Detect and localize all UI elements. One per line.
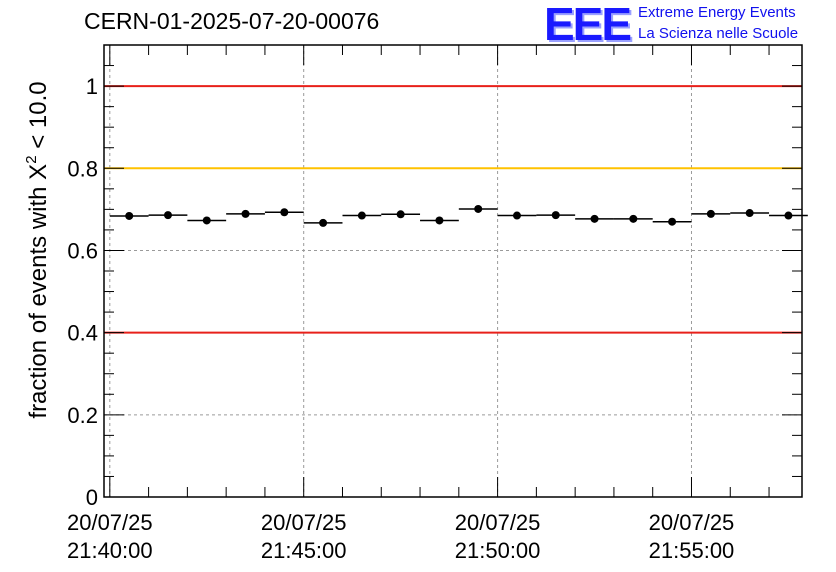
data-point [319, 218, 328, 227]
y-tick-label: 0.8 [67, 156, 98, 181]
x-tick-label-date: 20/07/25 [261, 510, 347, 535]
eee-logo-mark: EEE [544, 0, 632, 50]
data-point [163, 211, 172, 220]
data-point [202, 216, 211, 225]
data-point [512, 211, 521, 220]
y-tick-label: 0.2 [67, 403, 98, 428]
data-point [396, 210, 405, 219]
x-tick-label-date: 20/07/25 [455, 510, 541, 535]
data-point [551, 211, 560, 220]
data-point [357, 211, 366, 220]
y-tick-label: 0.6 [67, 238, 98, 263]
data-point [668, 217, 677, 226]
eee-logo: EEE Extreme Energy Events La Scienza nel… [544, 0, 834, 50]
data-point [629, 214, 638, 223]
logo-text-line1: Extreme Energy Events [638, 4, 796, 21]
plot-frame [103, 44, 803, 498]
data-point [125, 211, 134, 220]
x-tick-label-time: 21:50:00 [455, 538, 541, 563]
y-tick-label: 0 [86, 485, 98, 510]
data-point [474, 204, 483, 213]
x-tick-label-time: 21:55:00 [649, 538, 735, 563]
data-point [745, 209, 754, 218]
logo-text-line2: La Scienza nelle Scuole [638, 25, 799, 42]
y-tick-label: 1 [86, 74, 98, 99]
data-point [784, 211, 793, 220]
run-title: CERN-01-2025-07-20-00076 [84, 8, 380, 34]
data-point [590, 214, 599, 223]
data-point [435, 216, 444, 225]
x-tick-label-time: 21:40:00 [67, 538, 153, 563]
x-tick-label-time: 21:45:00 [261, 538, 347, 563]
data-point [280, 208, 289, 217]
x-tick-label-date: 20/07/25 [649, 510, 735, 535]
data-point [706, 209, 715, 218]
x-tick-label-date: 20/07/25 [67, 510, 153, 535]
y-tick-label: 0.4 [67, 321, 98, 346]
data-point [241, 209, 250, 218]
